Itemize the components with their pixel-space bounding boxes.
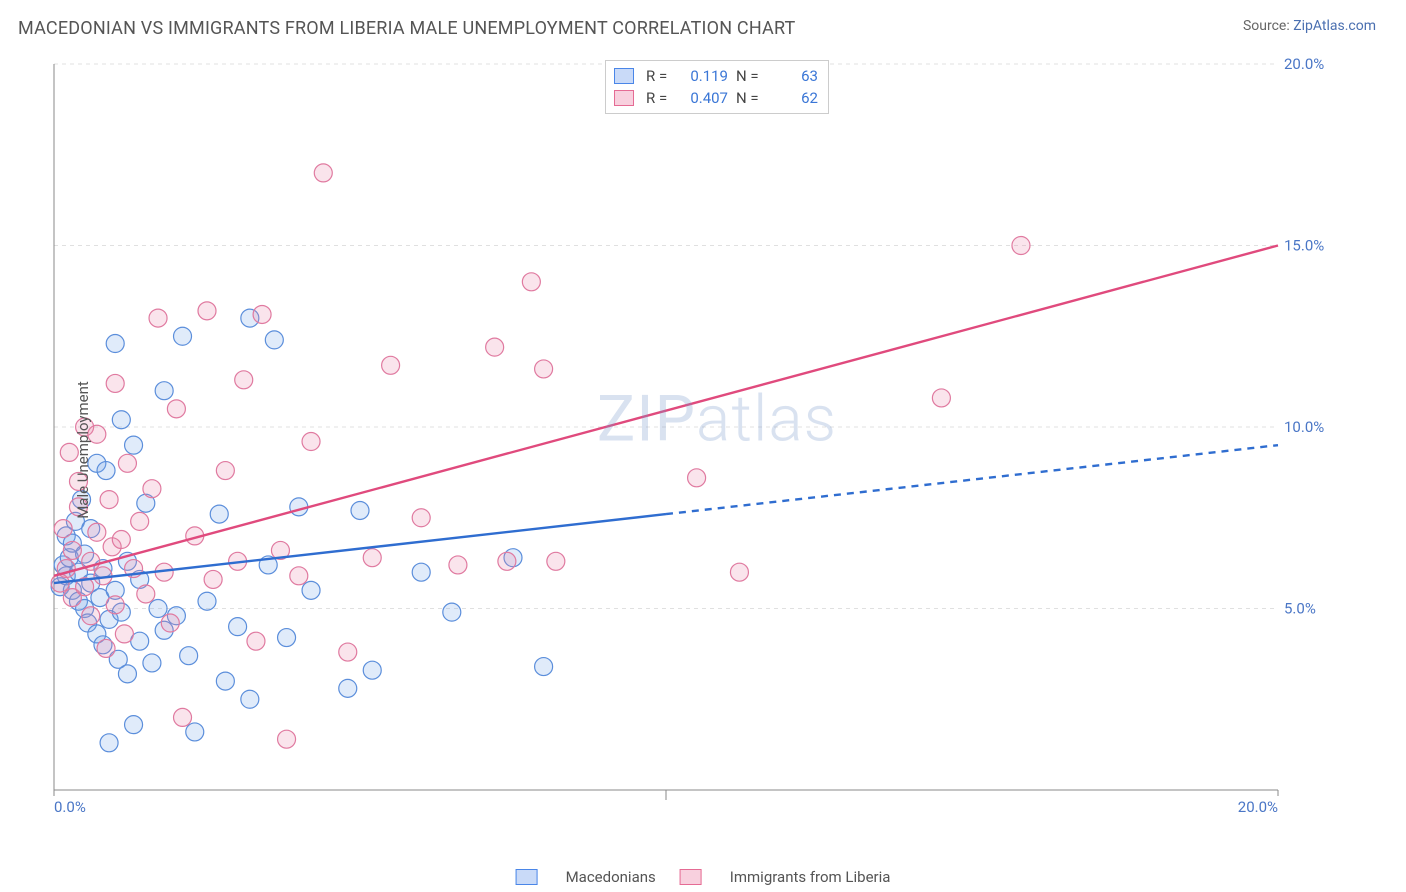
swatch-icon xyxy=(614,68,634,84)
source-label: Source: ZipAtlas.com xyxy=(1243,18,1376,34)
swatch-icon xyxy=(614,90,634,106)
svg-text:20.0%: 20.0% xyxy=(1238,798,1278,816)
swatch-icon xyxy=(680,869,702,885)
legend-label-series2: Immigrants from Liberia xyxy=(730,868,891,886)
chart-title: MACEDONIAN VS IMMIGRANTS FROM LIBERIA MA… xyxy=(18,18,796,39)
y-axis-label: Male Unemployment xyxy=(74,381,92,519)
scatter-plot: 5.0% 10.0% 15.0% 20.0% 0.0% 20.0% xyxy=(48,58,1338,818)
svg-text:5.0%: 5.0% xyxy=(1284,600,1316,618)
stat-row-series2: R = 0.407 N = 62 xyxy=(614,87,818,109)
svg-text:15.0%: 15.0% xyxy=(1284,237,1324,255)
correlation-legend: R = 0.119 N = 63 R = 0.407 N = 62 xyxy=(605,60,829,114)
svg-text:10.0%: 10.0% xyxy=(1284,418,1324,436)
series-legend: Macedonians Immigrants from Liberia xyxy=(516,868,891,886)
chart-area: Male Unemployment 5.0% 10.0% 15.0% 20.0% 0.0… xyxy=(48,58,1386,842)
chart-header: MACEDONIAN VS IMMIGRANTS FROM LIBERIA MA… xyxy=(0,0,1406,45)
svg-text:0.0%: 0.0% xyxy=(54,798,86,816)
source-link[interactable]: ZipAtlas.com xyxy=(1293,18,1376,34)
swatch-icon xyxy=(516,869,538,885)
svg-text:20.0%: 20.0% xyxy=(1284,58,1324,73)
legend-label-series1: Macedonians xyxy=(566,868,656,886)
stat-row-series1: R = 0.119 N = 63 xyxy=(614,65,818,87)
